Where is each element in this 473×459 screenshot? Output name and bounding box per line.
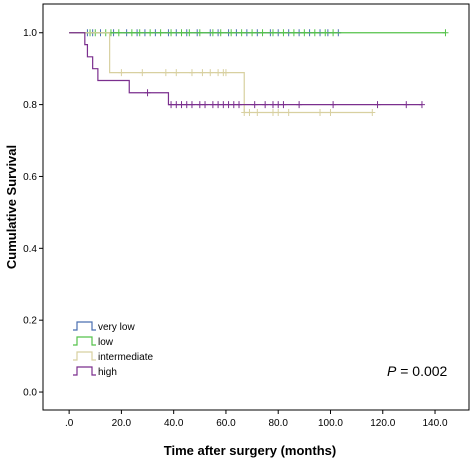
censor-mark-intermediate	[162, 69, 169, 77]
censor-mark-low	[115, 29, 122, 37]
y-tick-label: 0.8	[23, 100, 37, 111]
censor-mark-intermediate	[173, 69, 180, 77]
censor-mark-low	[442, 29, 449, 37]
x-axis-title: Time after surgery (months)	[164, 443, 336, 458]
p-value-annotation: P = 0.002	[387, 363, 448, 379]
censor-mark-intermediate	[241, 109, 248, 117]
legend-swatch-intermediate	[73, 351, 96, 361]
y-tick-label: 1.0	[23, 28, 37, 39]
y-axis-title: Cumulative Survival	[4, 145, 19, 269]
censor-mark-high	[215, 101, 222, 109]
censor-mark-intermediate	[188, 69, 195, 77]
censor-mark-low	[238, 29, 245, 37]
y-tick-label: 0.0	[23, 388, 37, 399]
legend-label-intermediate: intermediate	[98, 352, 153, 363]
censor-mark-high	[183, 101, 190, 109]
censor-mark-low	[228, 29, 235, 37]
x-tick-label: 80.0	[268, 418, 288, 429]
censor-mark-high	[269, 101, 276, 109]
legend-swatch-high	[73, 366, 96, 376]
censor-mark-high	[188, 101, 195, 109]
censor-mark-low	[186, 29, 193, 37]
legend-swatch-low	[73, 336, 96, 346]
legend: very low low intermediate high	[73, 321, 153, 378]
censor-mark-high	[251, 101, 258, 109]
censor-mark-high	[144, 89, 151, 97]
censor-mark-low	[311, 29, 318, 37]
legend-label-high: high	[98, 367, 117, 378]
censor-mark-intermediate	[207, 69, 214, 77]
censor-mark-intermediate	[215, 69, 222, 77]
censor-mark-high	[230, 101, 237, 109]
censor-mark-high	[296, 101, 303, 109]
censor-mark-low	[217, 29, 224, 37]
censor-mark-low	[168, 29, 175, 37]
censor-mark-intermediate	[275, 109, 282, 117]
censor-mark-high	[418, 101, 425, 109]
x-tick-label: .0	[65, 418, 74, 429]
censor-mark-low	[269, 29, 276, 37]
censor-mark-high	[236, 101, 243, 109]
censor-mark-high	[330, 101, 337, 109]
censor-mark-high	[178, 101, 185, 109]
censor-mark-low	[136, 29, 143, 37]
y-axis: 0.0 0.2 0.4 0.6 0.8 1.0	[23, 28, 43, 399]
censor-mark-intermediate	[222, 69, 229, 77]
legend-label-low: low	[98, 337, 114, 348]
censor-mark-low	[147, 29, 154, 37]
plot-frame	[42, 3, 470, 411]
censor-mark-high	[168, 101, 175, 109]
y-tick-label: 0.6	[23, 172, 37, 183]
y-tick-label: 0.4	[23, 244, 37, 255]
censor-mark-low	[280, 29, 287, 37]
censor-mark-intermediate	[139, 69, 146, 77]
x-tick-label: 100.0	[318, 418, 343, 429]
censor-mark-intermediate	[369, 109, 376, 117]
x-tick-label: 20.0	[112, 418, 132, 429]
censor-mark-intermediate	[327, 109, 334, 117]
censor-mark-low	[249, 29, 256, 37]
series-group	[69, 29, 449, 117]
x-tick-label: 140.0	[423, 418, 448, 429]
censor-mark-high	[280, 101, 287, 109]
censor-mark-low	[259, 29, 266, 37]
censor-mark-intermediate	[269, 109, 276, 117]
censor-mark-low	[322, 29, 329, 37]
censor-mark-low	[196, 29, 203, 37]
censor-mark-high	[403, 101, 410, 109]
x-tick-label: 120.0	[370, 418, 395, 429]
censor-mark-high	[173, 101, 180, 109]
censor-mark-high	[262, 101, 269, 109]
legend-swatch-very-low	[73, 321, 96, 331]
censor-mark-low	[157, 29, 164, 37]
p-value-text: = 0.002	[396, 363, 447, 379]
censor-mark-high	[196, 101, 203, 109]
censor-mark-low	[128, 29, 135, 37]
censor-mark-intermediate	[317, 109, 324, 117]
censor-mark-low	[178, 29, 185, 37]
censor-mark-low	[330, 29, 337, 37]
censor-mark-high	[202, 101, 209, 109]
censor-mark-intermediate	[118, 69, 125, 77]
censor-mark-intermediate	[199, 69, 206, 77]
x-tick-label: 40.0	[164, 418, 184, 429]
legend-label-very-low: very low	[98, 322, 135, 333]
censor-mark-high	[225, 101, 232, 109]
censor-mark-intermediate	[285, 109, 292, 117]
p-value-label: P	[387, 363, 397, 379]
x-axis: .0 20.0 40.0 60.0 80.0 100.0 120.0 140.0	[65, 410, 448, 429]
series-line-high	[69, 32, 422, 106]
y-tick-label: 0.2	[23, 316, 37, 327]
censor-mark-high	[209, 101, 216, 109]
censor-mark-high	[374, 101, 381, 109]
censor-mark-low	[290, 29, 297, 37]
censor-mark-low	[301, 29, 308, 37]
x-tick-label: 60.0	[216, 418, 236, 429]
censor-mark-high	[275, 101, 282, 109]
censor-mark-high	[220, 101, 227, 109]
censor-mark-low	[209, 29, 216, 37]
censor-mark-intermediate	[254, 109, 261, 117]
censor-mark-intermediate	[246, 109, 253, 117]
